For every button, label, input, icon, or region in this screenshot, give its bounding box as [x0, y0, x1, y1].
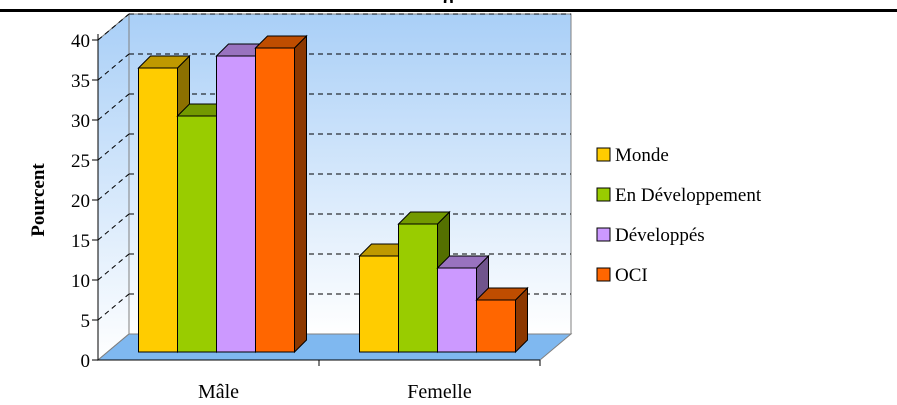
y-tick-label: 30	[71, 111, 90, 132]
gridline-side	[97, 293, 130, 321]
gridline-side	[97, 213, 130, 241]
bar	[138, 67, 178, 353]
gridline-side	[97, 13, 130, 41]
y-tick-label: 35	[71, 71, 90, 92]
bar	[255, 47, 295, 353]
bar	[398, 223, 438, 353]
chart-title-fragment: g	[0, 0, 897, 3]
bar	[177, 115, 217, 353]
legend-label: Monde	[615, 145, 669, 166]
y-tick-label: 10	[71, 271, 90, 292]
legend-label: OCI	[615, 265, 648, 286]
y-axis-label: Pourcent	[28, 163, 49, 237]
y-tick-label: 0	[81, 351, 91, 372]
gridline-side	[97, 173, 130, 201]
gridline-side	[97, 133, 130, 161]
bar-side	[294, 34, 307, 354]
legend-label: En Développement	[615, 185, 762, 206]
bar	[476, 299, 516, 353]
x-tick-label: Femelle	[407, 381, 472, 403]
y-tick-label: 40	[71, 31, 90, 52]
gridline-side	[97, 53, 130, 81]
legend-swatch	[596, 187, 611, 202]
bar	[216, 55, 256, 353]
y-tick-label: 5	[81, 311, 91, 332]
y-tick-label: 15	[71, 231, 90, 252]
legend-swatch	[596, 147, 611, 162]
gridline-side	[97, 93, 130, 121]
bar	[359, 255, 399, 353]
x-tick-label: Mâle	[198, 381, 239, 403]
legend-label: Développés	[615, 225, 705, 246]
top-rule	[0, 9, 897, 12]
y-tick-label: 20	[71, 191, 90, 212]
legend-swatch	[596, 227, 611, 242]
gridline-side	[97, 253, 130, 281]
legend-swatch	[596, 267, 611, 282]
y-tick-label: 25	[71, 151, 90, 172]
bar	[437, 267, 477, 353]
